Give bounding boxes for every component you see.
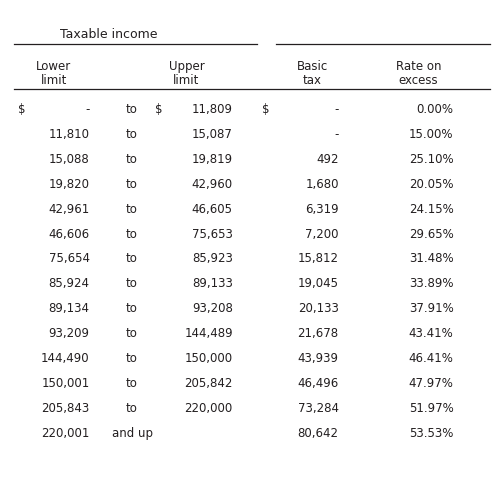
Text: 19,045: 19,045 (298, 277, 339, 290)
Text: 93,208: 93,208 (192, 302, 233, 315)
Text: to: to (126, 228, 138, 240)
Text: 85,923: 85,923 (192, 252, 233, 265)
Text: Basic: Basic (297, 60, 328, 73)
Text: 15,812: 15,812 (298, 252, 339, 265)
Text: to: to (126, 103, 138, 116)
Text: tax: tax (303, 74, 322, 87)
Text: 220,001: 220,001 (41, 427, 90, 440)
Text: 93,209: 93,209 (49, 327, 90, 340)
Text: -: - (334, 128, 339, 141)
Text: Taxable income: Taxable income (59, 28, 157, 41)
Text: limit: limit (41, 74, 67, 87)
Text: 43.41%: 43.41% (409, 327, 454, 340)
Text: 220,000: 220,000 (184, 402, 233, 415)
Text: to: to (126, 327, 138, 340)
Text: $: $ (18, 103, 25, 116)
Text: 75,654: 75,654 (49, 252, 90, 265)
Text: 43,939: 43,939 (298, 352, 339, 365)
Text: $: $ (155, 103, 163, 116)
Text: 37.91%: 37.91% (409, 302, 454, 315)
Text: to: to (126, 277, 138, 290)
Text: 89,133: 89,133 (192, 277, 233, 290)
Text: 11,810: 11,810 (49, 128, 90, 141)
Text: 15,087: 15,087 (192, 128, 233, 141)
Text: -: - (334, 103, 339, 116)
Text: 46,605: 46,605 (192, 203, 233, 216)
Text: to: to (126, 203, 138, 216)
Text: 53.53%: 53.53% (409, 427, 454, 440)
Text: 492: 492 (316, 153, 339, 166)
Text: 46.41%: 46.41% (409, 352, 454, 365)
Text: 31.48%: 31.48% (409, 252, 454, 265)
Text: 80,642: 80,642 (298, 427, 339, 440)
Text: $: $ (262, 103, 270, 116)
Text: limit: limit (173, 74, 200, 87)
Text: -: - (85, 103, 90, 116)
Text: 20,133: 20,133 (298, 302, 339, 315)
Text: 75,653: 75,653 (192, 228, 233, 240)
Text: 15,088: 15,088 (49, 153, 90, 166)
Text: 150,001: 150,001 (41, 377, 90, 390)
Text: Upper: Upper (169, 60, 204, 73)
Text: 33.89%: 33.89% (409, 277, 454, 290)
Text: 46,496: 46,496 (297, 377, 339, 390)
Text: 42,960: 42,960 (192, 178, 233, 191)
Text: Rate on: Rate on (396, 60, 441, 73)
Text: 19,819: 19,819 (192, 153, 233, 166)
Text: 42,961: 42,961 (48, 203, 90, 216)
Text: to: to (126, 252, 138, 265)
Text: 144,490: 144,490 (41, 352, 90, 365)
Text: to: to (126, 153, 138, 166)
Text: 25.10%: 25.10% (409, 153, 454, 166)
Text: to: to (126, 377, 138, 390)
Text: 11,809: 11,809 (192, 103, 233, 116)
Text: 19,820: 19,820 (49, 178, 90, 191)
Text: 21,678: 21,678 (297, 327, 339, 340)
Text: and up: and up (111, 427, 153, 440)
Text: to: to (126, 128, 138, 141)
Text: 20.05%: 20.05% (409, 178, 454, 191)
Text: 205,842: 205,842 (184, 377, 233, 390)
Text: 47.97%: 47.97% (409, 377, 454, 390)
Text: excess: excess (399, 74, 438, 87)
Text: to: to (126, 302, 138, 315)
Text: Lower: Lower (36, 60, 72, 73)
Text: 6,319: 6,319 (305, 203, 339, 216)
Text: 15.00%: 15.00% (409, 128, 454, 141)
Text: to: to (126, 352, 138, 365)
Text: 73,284: 73,284 (298, 402, 339, 415)
Text: to: to (126, 178, 138, 191)
Text: 0.00%: 0.00% (417, 103, 454, 116)
Text: 1,680: 1,680 (305, 178, 339, 191)
Text: 7,200: 7,200 (305, 228, 339, 240)
Text: 85,924: 85,924 (49, 277, 90, 290)
Text: 24.15%: 24.15% (409, 203, 454, 216)
Text: 89,134: 89,134 (49, 302, 90, 315)
Text: 144,489: 144,489 (184, 327, 233, 340)
Text: 46,606: 46,606 (48, 228, 90, 240)
Text: 150,000: 150,000 (185, 352, 233, 365)
Text: 205,843: 205,843 (41, 402, 90, 415)
Text: 51.97%: 51.97% (409, 402, 454, 415)
Text: 29.65%: 29.65% (409, 228, 454, 240)
Text: to: to (126, 402, 138, 415)
